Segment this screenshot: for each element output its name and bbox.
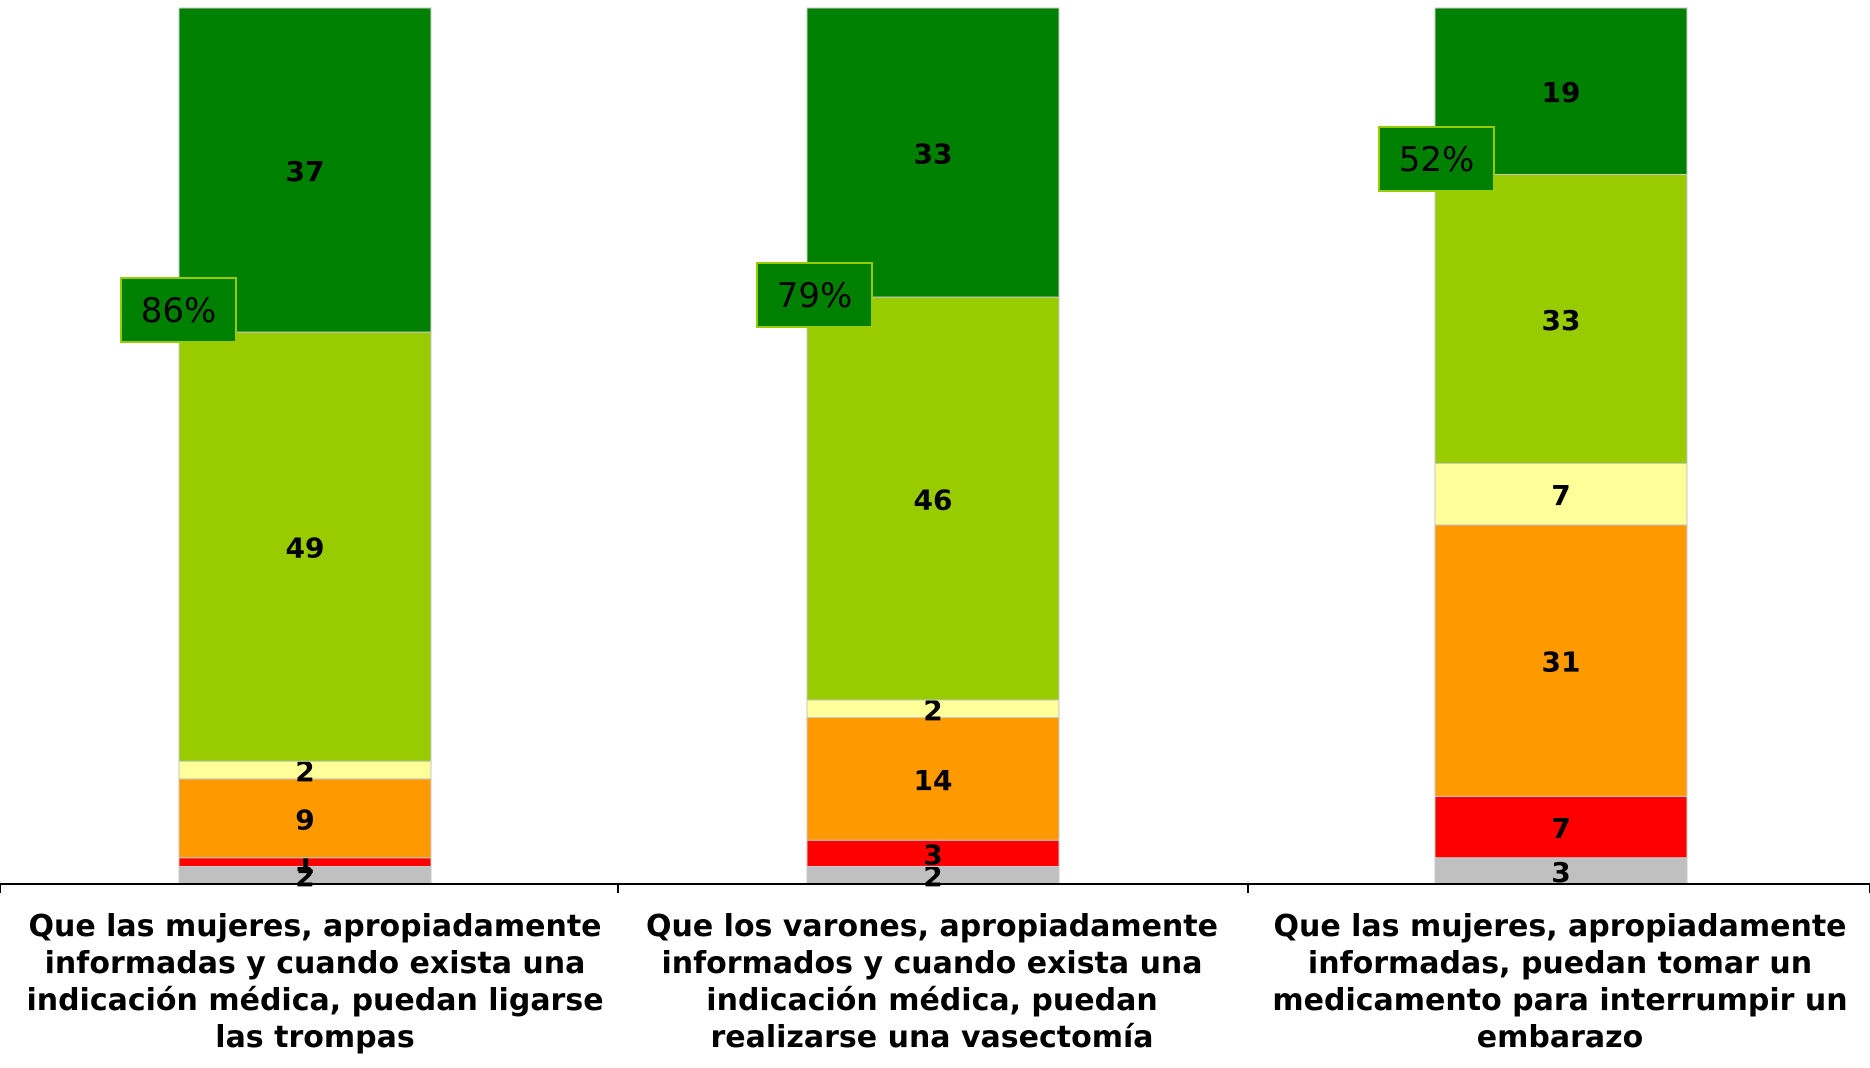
annotation-label-3: 52% [1399,140,1475,180]
data-label-3-3: 31 [1542,646,1581,679]
data-label-3-4: 7 [1551,479,1570,512]
bar-segment-1-3 [178,778,432,859]
annotation-box-1 [120,277,237,343]
bar-segment-3-3 [1434,524,1688,797]
bar-segment-3-2 [1434,795,1688,859]
data-label-2-6: 33 [914,138,953,171]
category-label-1: Que las mujeres, apropiadamente informad… [26,909,604,1055]
annotation-label-2: 79% [777,276,853,316]
bar-segment-1-5 [178,331,432,762]
annotation-label-1: 86% [141,291,217,331]
data-label-2-2: 3 [923,838,942,871]
category-label-3: Que las mujeres, apropiadamente informad… [1272,909,1848,1055]
data-label-2-4: 2 [923,694,942,727]
data-label-3-2: 7 [1551,812,1570,845]
data-label-2-5: 46 [914,484,953,517]
bar-segment-3-4 [1434,463,1688,526]
data-label-1-5: 49 [286,532,325,565]
data-label-3-6: 19 [1542,76,1581,109]
bar-segment-2-3 [806,717,1060,841]
data-label-1-3: 9 [295,803,314,836]
data-label-1-6: 37 [286,155,325,188]
data-label-2-3: 14 [914,764,953,797]
category-label-2: Que los varones, apropiadamente informad… [646,909,1218,1055]
bar-segment-2-5 [806,296,1060,701]
data-label-3-5: 33 [1542,304,1581,337]
bar-segment-3-5 [1434,173,1688,465]
bar-segment-2-6 [806,7,1060,298]
annotation-box-3 [1378,126,1495,192]
annotation-box-2 [756,262,873,328]
data-label-1-4: 2 [295,755,314,788]
data-label-3-1: 3 [1551,856,1570,889]
bar-segment-2-2 [806,839,1060,867]
